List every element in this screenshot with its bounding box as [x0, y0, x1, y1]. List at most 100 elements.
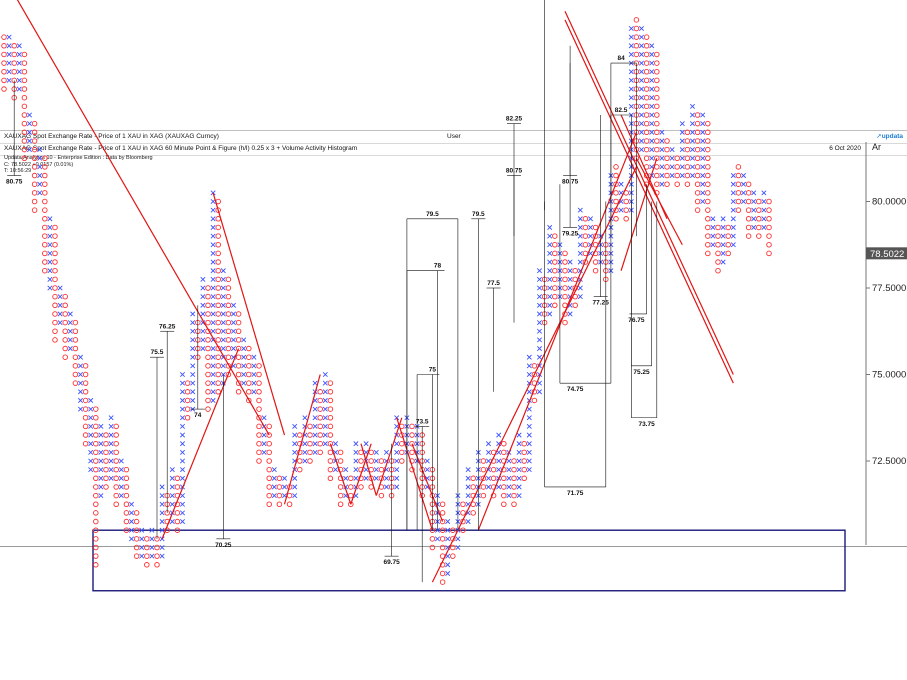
- x-mark: [322, 415, 328, 421]
- o-mark: [592, 224, 599, 231]
- x-mark: [547, 311, 553, 317]
- o-mark: [766, 241, 772, 248]
- target-label: 76.75: [628, 317, 645, 324]
- x-mark: [47, 285, 53, 291]
- x-mark: [720, 250, 726, 256]
- pnf-column: [684, 129, 691, 187]
- o-mark: [705, 129, 711, 136]
- o-mark: [317, 449, 323, 456]
- x-mark: [118, 484, 124, 490]
- target-label: 75.25: [633, 369, 650, 376]
- o-mark: [52, 267, 58, 274]
- o-mark: [756, 216, 762, 222]
- o-mark: [11, 68, 17, 75]
- pnf-column: [62, 293, 68, 360]
- x-mark: [373, 449, 379, 455]
- x-mark: [659, 155, 665, 161]
- x-mark: [496, 432, 502, 438]
- x-mark: [332, 467, 339, 473]
- x-mark: [577, 242, 583, 248]
- o-mark: [643, 120, 650, 127]
- o-mark: [705, 250, 711, 257]
- x-mark: [679, 164, 685, 170]
- pnf-column: [271, 467, 277, 499]
- x-mark: [496, 467, 502, 473]
- x-mark: [200, 337, 206, 343]
- o-mark: [103, 440, 109, 447]
- o-mark: [93, 501, 99, 508]
- o-mark: [21, 94, 28, 101]
- o-mark: [256, 406, 262, 412]
- o-mark: [266, 458, 272, 464]
- x-mark: [179, 475, 186, 481]
- x-mark: [292, 493, 298, 499]
- x-mark: [638, 121, 645, 127]
- x-mark: [547, 276, 553, 282]
- x-mark: [241, 371, 247, 378]
- target-label: 78: [434, 263, 442, 270]
- o-mark: [511, 501, 517, 508]
- o-mark: [501, 440, 507, 447]
- x-mark: [363, 475, 369, 481]
- target-annotation: 77.25: [593, 115, 609, 307]
- price-axis[interactable]: Ar 80.0000 77.5000 75.0000 72.5000 78.5022: [865, 142, 907, 545]
- x-mark: [200, 285, 206, 291]
- x-mark: [98, 484, 104, 490]
- o-mark: [562, 276, 568, 283]
- x-mark: [536, 320, 543, 326]
- x-mark: [649, 138, 655, 144]
- o-mark: [52, 285, 58, 291]
- o-mark: [460, 527, 466, 533]
- x-mark: [128, 510, 135, 516]
- x-mark: [88, 441, 94, 447]
- x-mark: [271, 475, 277, 481]
- o-mark: [633, 51, 640, 58]
- x-mark: [169, 493, 175, 499]
- o-mark: [705, 241, 711, 248]
- x-mark: [210, 216, 216, 222]
- o-mark: [694, 112, 701, 118]
- o-mark: [42, 241, 48, 248]
- o-mark: [654, 94, 660, 101]
- o-mark: [399, 449, 405, 456]
- o-mark: [705, 146, 711, 153]
- o-mark: [276, 492, 283, 499]
- x-mark: [516, 441, 522, 447]
- x-mark: [6, 69, 12, 75]
- x-mark: [689, 112, 696, 118]
- x-mark: [536, 294, 543, 300]
- x-mark: [577, 207, 583, 213]
- o-mark: [62, 302, 68, 309]
- o-mark: [174, 484, 181, 490]
- x-mark: [373, 475, 379, 481]
- o-mark: [511, 484, 517, 490]
- o-mark: [654, 120, 660, 127]
- o-mark: [562, 293, 568, 300]
- o-mark: [93, 466, 99, 473]
- o-mark: [235, 311, 242, 317]
- pnf-column: [118, 458, 124, 499]
- o-mark: [378, 492, 385, 499]
- pnf-column: [276, 475, 283, 508]
- o-mark: [82, 380, 89, 386]
- x-mark: [169, 501, 175, 507]
- o-mark: [766, 224, 772, 231]
- x-mark: [659, 138, 665, 144]
- x-mark: [649, 95, 655, 101]
- x-mark: [98, 441, 104, 447]
- x-mark: [118, 458, 124, 464]
- o-mark: [266, 492, 272, 499]
- target-annotation: 88.25: [544, 0, 545, 211]
- x-mark: [220, 294, 226, 300]
- x-mark: [669, 164, 675, 170]
- o-mark: [654, 60, 660, 66]
- x-mark: [88, 458, 94, 464]
- x-mark: [37, 173, 43, 179]
- x-mark: [383, 484, 390, 490]
- x-mark: [536, 311, 543, 317]
- o-mark: [31, 181, 38, 187]
- x-mark: [210, 294, 216, 300]
- o-mark: [307, 423, 313, 430]
- o-mark: [52, 259, 58, 265]
- pnf-column: [674, 155, 680, 187]
